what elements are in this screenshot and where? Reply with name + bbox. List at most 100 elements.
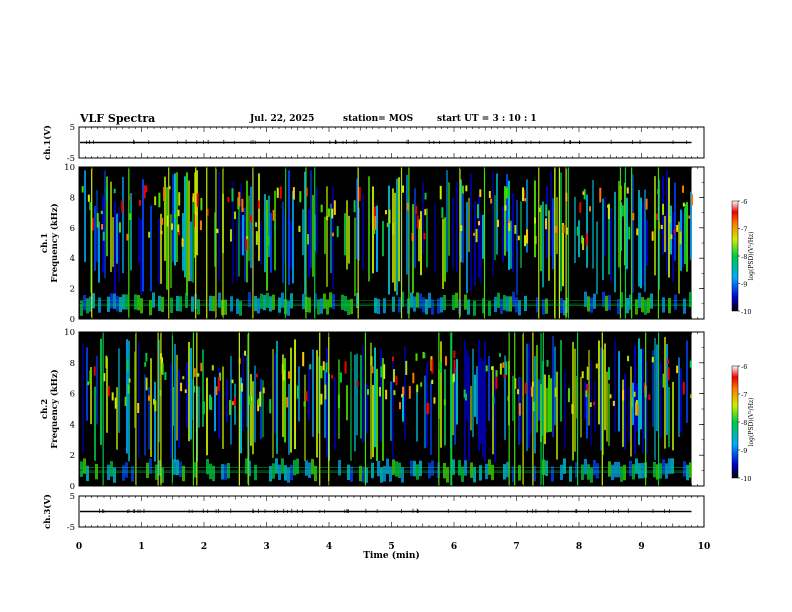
low-band-cell: [332, 294, 335, 310]
low-band-cell: [326, 299, 329, 315]
spectral-streak: [346, 200, 348, 270]
spectral-hotspot: [505, 187, 508, 199]
spectral-hotspot: [87, 194, 90, 202]
colorbar-tick-label: -6: [741, 198, 747, 206]
spectral-streak: [592, 180, 594, 269]
low-band-cell: [149, 458, 152, 474]
low-band-cell: [302, 294, 305, 310]
spectral-hotspot: [192, 193, 195, 203]
spectral-hotspot: [325, 362, 328, 373]
spectral-hotspot: [651, 231, 654, 241]
spectral-streak: [622, 379, 624, 447]
low-band-cell: [161, 467, 164, 483]
spectral-hotspot: [408, 386, 411, 399]
low-band-cell: [452, 459, 455, 475]
spectral-hotspot: [636, 228, 639, 236]
spectral-streak: [560, 172, 562, 292]
low-band-cell: [401, 291, 404, 307]
spectral-hotspot: [229, 400, 232, 415]
spectral-hotspot: [118, 222, 121, 233]
spectral-hotspot: [322, 361, 325, 371]
spectral-streak: [574, 348, 576, 452]
spectral-streak: [412, 204, 414, 294]
low-band-cell: [80, 300, 83, 316]
spectral-hotspot: [533, 217, 536, 224]
spectral-streak: [418, 219, 420, 262]
low-band-cell: [122, 294, 125, 310]
low-band-cell: [158, 460, 161, 476]
spectral-streak: [356, 178, 358, 260]
spectral-hotspot: [424, 209, 427, 216]
spectral-streak: [184, 176, 186, 278]
low-band-cell: [161, 296, 164, 313]
spectral-streak: [456, 359, 458, 425]
spectral-hotspot: [200, 197, 203, 211]
spectral-hotspot: [477, 204, 480, 219]
spectral-hotspot: [193, 368, 196, 377]
spectral-hotspot: [306, 187, 309, 197]
spectral-hotspot: [296, 385, 299, 399]
spectral-hotspot: [371, 366, 374, 374]
spectral-streak: [372, 186, 374, 274]
x-tick-label: 5: [388, 542, 394, 552]
spectral-hotspot: [406, 202, 409, 211]
low-band-cell: [314, 465, 317, 482]
spectral-streak: [246, 354, 248, 428]
low-band-cell: [122, 465, 125, 481]
spectral-hotspot: [331, 208, 334, 219]
low-band-cell: [464, 460, 467, 476]
spectral-hotspot: [145, 185, 148, 193]
spectral-hotspot: [524, 197, 527, 202]
spectral-hotspot: [473, 232, 476, 236]
low-band-cell: [653, 461, 656, 478]
spectral-hotspot: [298, 225, 301, 232]
spectral-streak: [214, 212, 216, 267]
spectral-streak: [316, 350, 318, 458]
spectral-streak: [626, 197, 628, 270]
spectral-streak: [186, 172, 188, 296]
spectral-streak: [618, 351, 620, 432]
spectral-hotspot: [103, 373, 106, 382]
spectral-hotspot: [274, 225, 277, 230]
y-tick-label: -5: [67, 523, 75, 533]
spectral-streak: [662, 175, 664, 255]
spectral-streak: [614, 339, 616, 433]
spectral-hotspot: [622, 390, 625, 401]
spectral-hotspot: [388, 209, 391, 224]
ch2-spectrogram-panel: -6 -7 -8 -9 -10 log(PSD)(V²/Hz) 10 8 6 4 2 0 ch.2 Fre…: [40, 328, 755, 492]
spectral-streak: [642, 201, 644, 286]
spectral-streak: [646, 360, 648, 455]
spectral-hotspot: [178, 192, 181, 206]
spectral-hotspot: [180, 382, 183, 392]
spectral-streak: [190, 221, 192, 282]
spectral-streak: [474, 374, 476, 417]
spectral-hotspot: [478, 221, 481, 226]
spectral-streak: [562, 223, 564, 287]
spectral-hotspot: [690, 394, 693, 399]
spectral-streak: [332, 186, 334, 290]
spectral-streak: [430, 381, 432, 455]
spectral-hotspot: [521, 187, 524, 202]
spectral-streak: [128, 340, 130, 462]
spectral-streak: [466, 350, 468, 420]
colorbar-tick-label: -8: [741, 253, 747, 261]
spectral-streak: [362, 193, 364, 270]
spectral-hotspot: [589, 402, 592, 407]
spectral-streak: [542, 201, 544, 288]
spectral-hotspot: [257, 400, 260, 412]
low-band-cell: [236, 298, 239, 314]
spectral-hotspot: [662, 373, 665, 388]
spectral-streak: [292, 191, 294, 284]
spectral-streak: [624, 373, 626, 450]
spectral-streak: [560, 340, 562, 422]
spectral-streak: [628, 386, 630, 442]
spectral-hotspot: [579, 202, 582, 213]
spectral-hotspot: [244, 350, 247, 356]
spectral-hotspot: [673, 229, 676, 234]
low-band-cell: [629, 460, 632, 477]
spectral-hotspot: [538, 207, 541, 213]
spectral-hotspot: [504, 205, 507, 211]
x-tick-label: 6: [451, 542, 457, 552]
spectral-streak: [392, 358, 394, 462]
spectral-hotspot: [420, 382, 423, 387]
